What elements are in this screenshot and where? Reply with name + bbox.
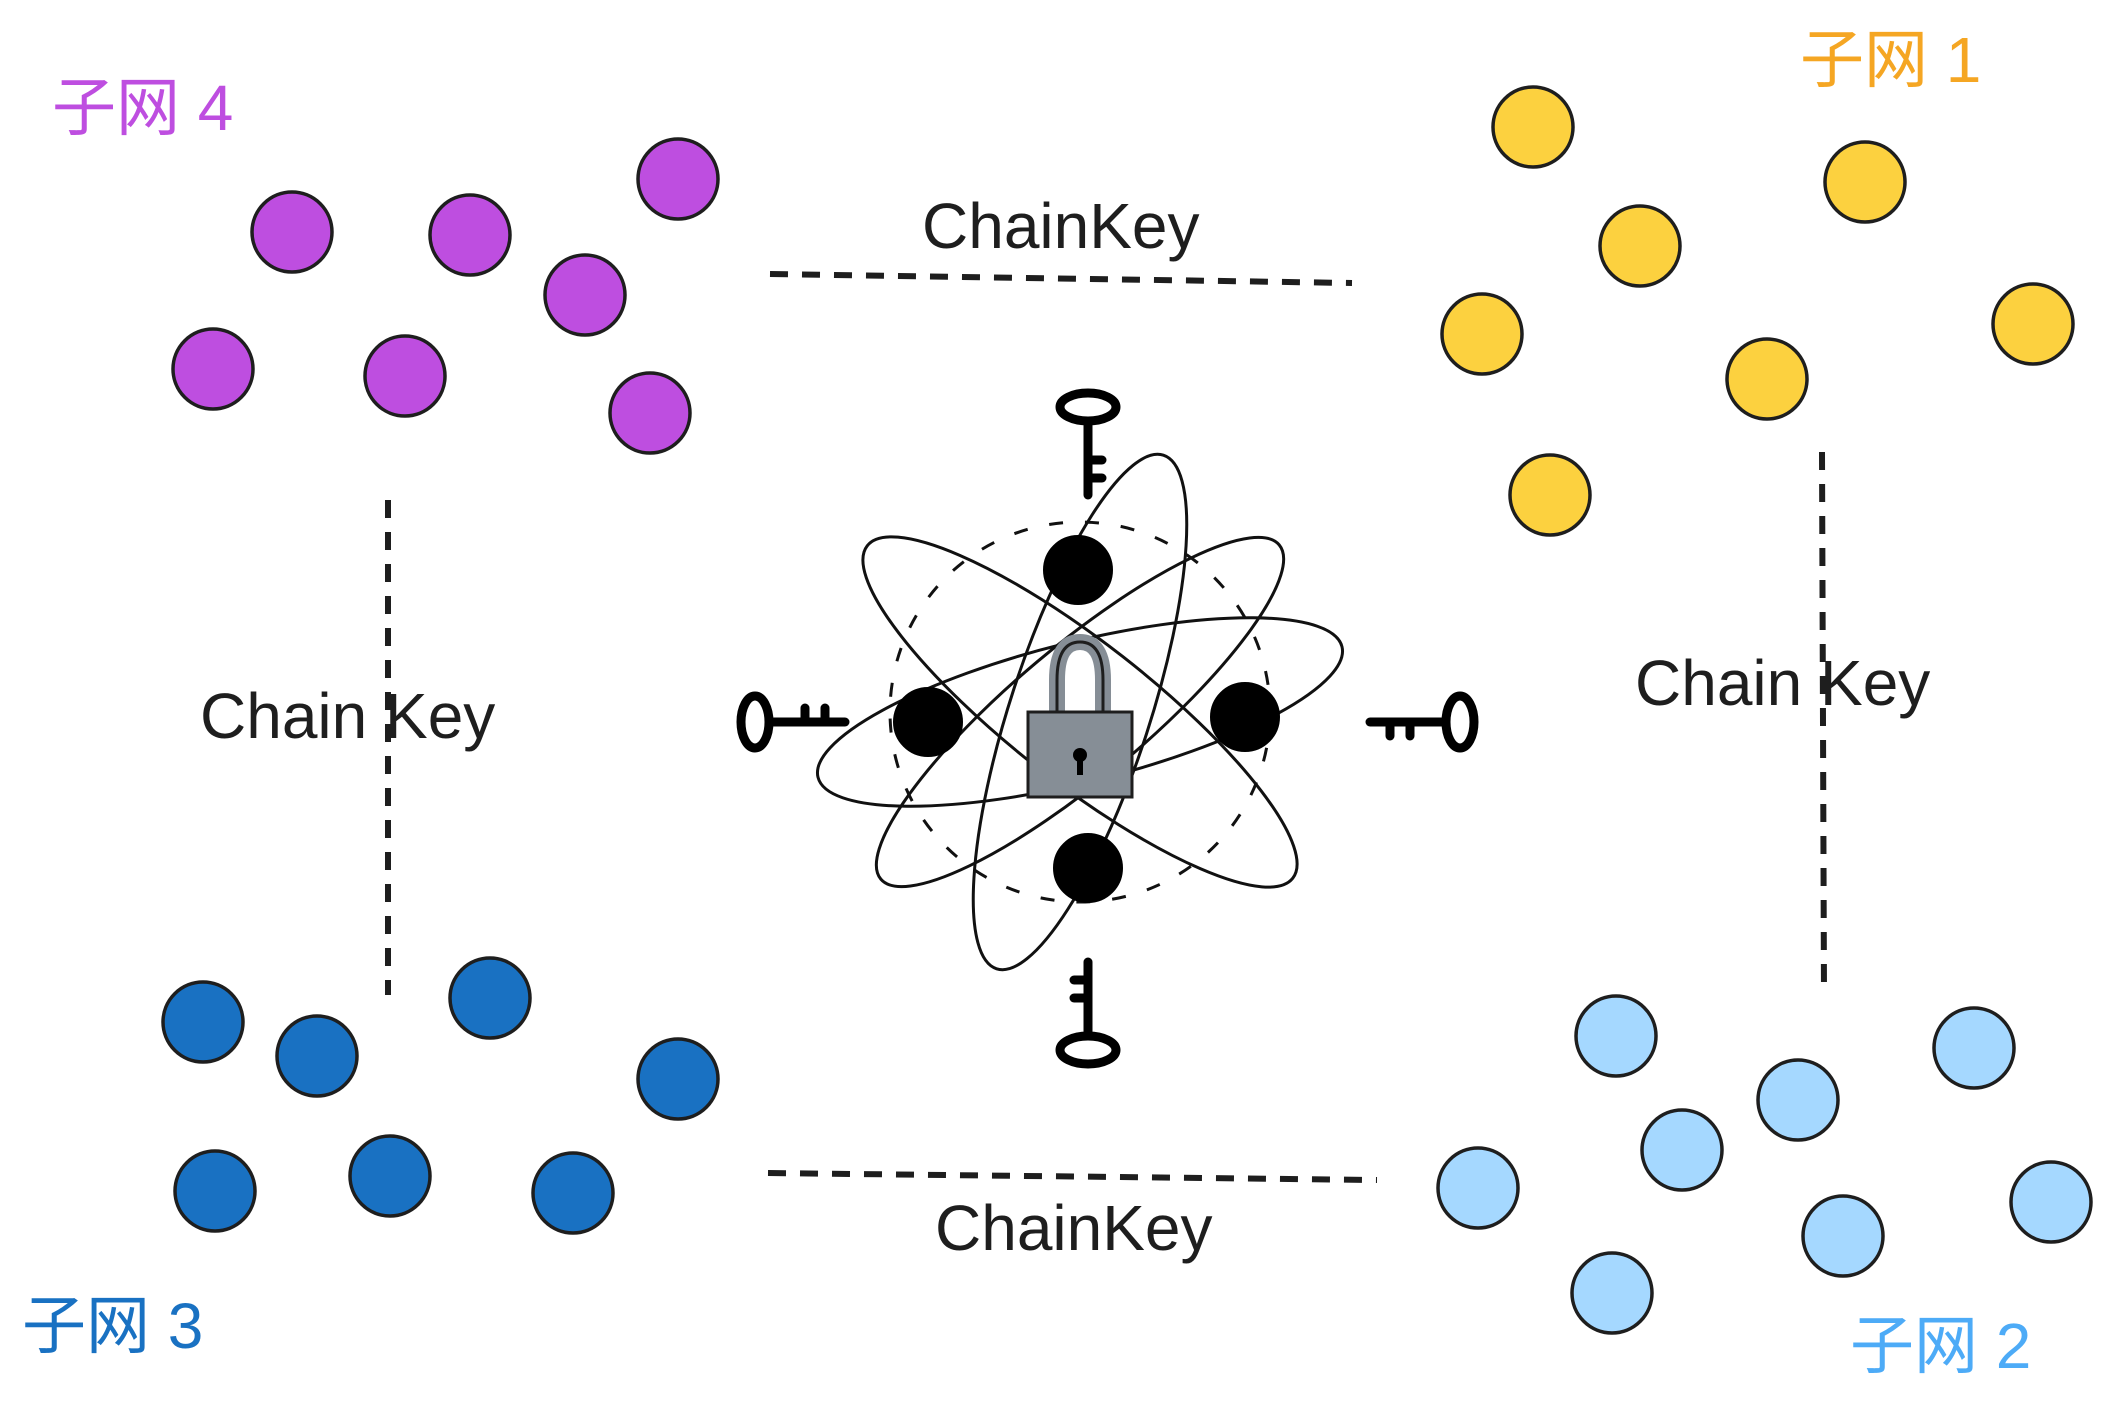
- node: [1756, 1058, 1840, 1142]
- node: [1570, 1251, 1654, 1335]
- node: [250, 190, 334, 274]
- node: [173, 1149, 257, 1233]
- subnet-3-label: 子网 3: [22, 1290, 203, 1362]
- node: [1491, 85, 1575, 169]
- link-right-label: Chain Key: [1635, 647, 1930, 719]
- node: [1574, 994, 1658, 1078]
- node: [543, 253, 627, 337]
- node: [348, 1134, 432, 1218]
- subnet-4-label: 子网 4: [52, 72, 233, 144]
- key-icon: [1055, 957, 1121, 1069]
- link-top-label: ChainKey: [922, 190, 1200, 262]
- link-bottom-label: ChainKey: [935, 1192, 1213, 1264]
- electron: [893, 687, 963, 757]
- node: [1640, 1108, 1724, 1192]
- atom-icon: [815, 452, 1345, 972]
- link-left-label: Chain Key: [200, 680, 495, 752]
- node: [1436, 1146, 1520, 1230]
- node: [531, 1151, 615, 1235]
- node: [2009, 1160, 2093, 1244]
- node: [608, 371, 692, 455]
- electron: [1053, 833, 1123, 903]
- node: [1725, 337, 1809, 421]
- node: [448, 956, 532, 1040]
- node: [636, 137, 720, 221]
- orbit: [971, 452, 1189, 972]
- node: [161, 980, 245, 1064]
- node: [275, 1014, 359, 1098]
- electron: [1210, 682, 1280, 752]
- node: [363, 334, 447, 418]
- key-icon: [1365, 691, 1479, 753]
- subnet-4-nodes: [171, 137, 720, 455]
- subnet-2-label: 子网 2: [1850, 1310, 2031, 1382]
- subnet-2-nodes: [1436, 994, 2093, 1335]
- subnet-1-label: 子网 1: [1800, 24, 1981, 96]
- key-icon: [1055, 388, 1121, 500]
- node: [1598, 204, 1682, 288]
- lock-icon: [1026, 633, 1134, 799]
- node: [171, 327, 255, 411]
- electron: [1043, 535, 1113, 605]
- node: [1823, 140, 1907, 224]
- key-icon: [736, 691, 850, 753]
- node: [1508, 453, 1592, 537]
- node: [1801, 1194, 1885, 1278]
- node: [1991, 282, 2075, 366]
- link-bottom-line: [767, 1170, 1378, 1183]
- node: [1440, 292, 1524, 376]
- node: [636, 1037, 720, 1121]
- subnet-3-nodes: [161, 956, 720, 1235]
- link-top-line: [769, 271, 1353, 286]
- link-right-line: [1819, 451, 1827, 996]
- node: [428, 193, 512, 277]
- node: [1932, 1006, 2016, 1090]
- subnet-1-nodes: [1440, 85, 2075, 537]
